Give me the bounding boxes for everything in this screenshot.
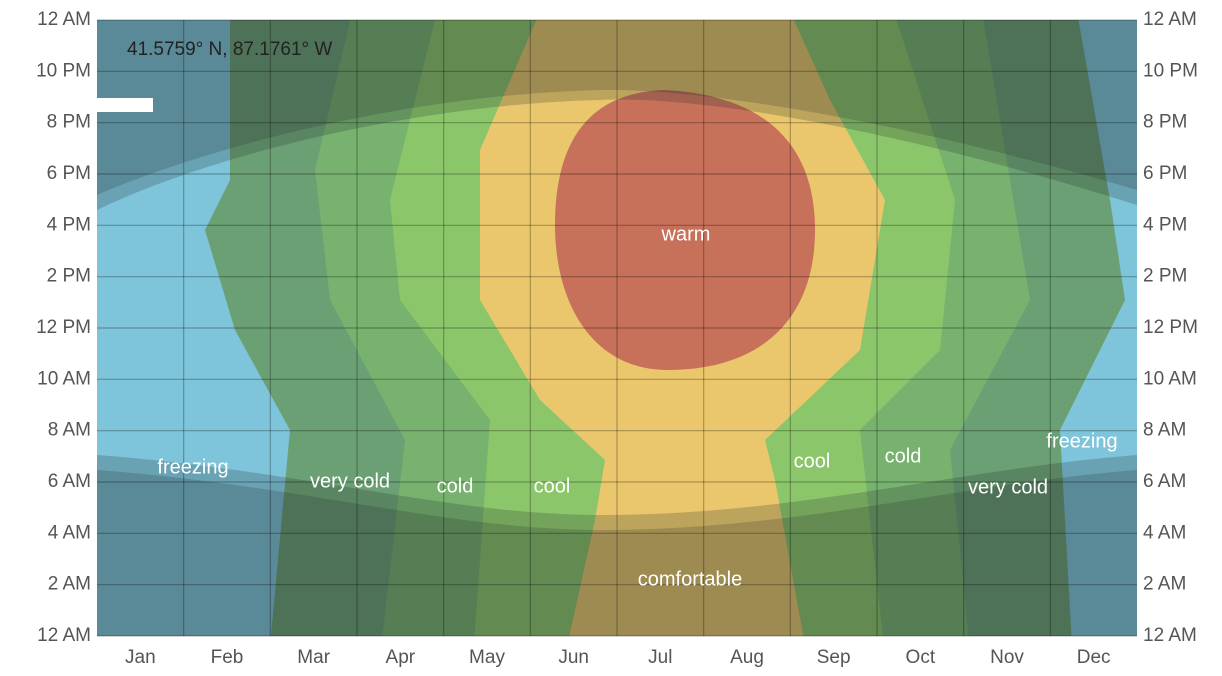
x-tick-label: Oct [906,647,936,668]
night-bottom [97,455,1137,636]
y2-tick-label: 12 AM [1143,9,1197,30]
region-label: very cold [310,470,390,492]
night-top [97,20,1137,210]
x-tick-label: Dec [1077,647,1111,668]
x-tick-label: Apr [386,647,416,668]
y-tick-label: 12 AM [37,625,91,646]
y-tick-label: 4 AM [48,522,91,543]
y2-tick-label: 4 PM [1143,214,1187,235]
y2-tick-label: 4 AM [1143,522,1186,543]
y2-tick-label: 10 AM [1143,368,1197,389]
y2-tick-label: 6 AM [1143,471,1186,492]
y-tick-label: 12 PM [36,317,91,338]
region-label: very cold [968,476,1048,498]
y-tick-label: 8 AM [48,420,91,441]
region-label: warm [661,223,711,245]
plot-area [97,20,1137,636]
region-label: cold [437,475,474,497]
y-tick-label: 10 AM [37,368,91,389]
region-label: cool [794,450,831,472]
y2-tick-label: 12 PM [1143,317,1198,338]
y-tick-label: 6 AM [48,471,91,492]
y2-tick-label: 8 AM [1143,420,1186,441]
x-tick-label: Aug [730,647,764,668]
region-label: cold [885,445,922,467]
y2-tick-label: 2 PM [1143,266,1187,287]
y2-tick-label: 8 PM [1143,112,1187,133]
y2-tick-label: 10 PM [1143,60,1198,81]
y-tick-label: 12 AM [37,9,91,30]
x-tick-label: Jun [558,647,589,668]
x-tick-label: May [469,647,505,668]
x-tick-label: Sep [817,647,851,668]
x-tick-label: Feb [211,647,244,668]
y2-tick-label: 12 AM [1143,625,1197,646]
y-tick-label: 2 AM [48,574,91,595]
y-tick-label: 6 PM [47,163,91,184]
region-label: freezing [157,456,228,478]
y-tick-label: 2 PM [47,266,91,287]
y-tick-label: 10 PM [36,60,91,81]
warm-region [555,90,815,370]
chart-title: 41.5759° N, 87.1761° W [127,39,332,60]
x-tick-label: Jul [648,647,672,668]
y2-tick-label: 6 PM [1143,163,1187,184]
axes: 12 AM 12 AM 2 AM 2 AM 4 AM 4 AM 6 AM 6 AM 8 AM 8 … [36,9,1198,668]
y-tick-label: 4 PM [47,214,91,235]
night-bottom [97,470,1137,636]
y-tick-label: 8 PM [47,112,91,133]
night-top [97,20,1137,195]
x-tick-label: Mar [297,647,330,668]
x-tick-label: Nov [990,647,1024,668]
region-label: freezing [1046,430,1117,452]
region-label: comfortable [638,568,743,590]
y2-tick-label: 2 AM [1143,574,1186,595]
region-label: cool [534,475,571,497]
scale-bar [97,98,153,112]
x-tick-label: Jan [125,647,156,668]
